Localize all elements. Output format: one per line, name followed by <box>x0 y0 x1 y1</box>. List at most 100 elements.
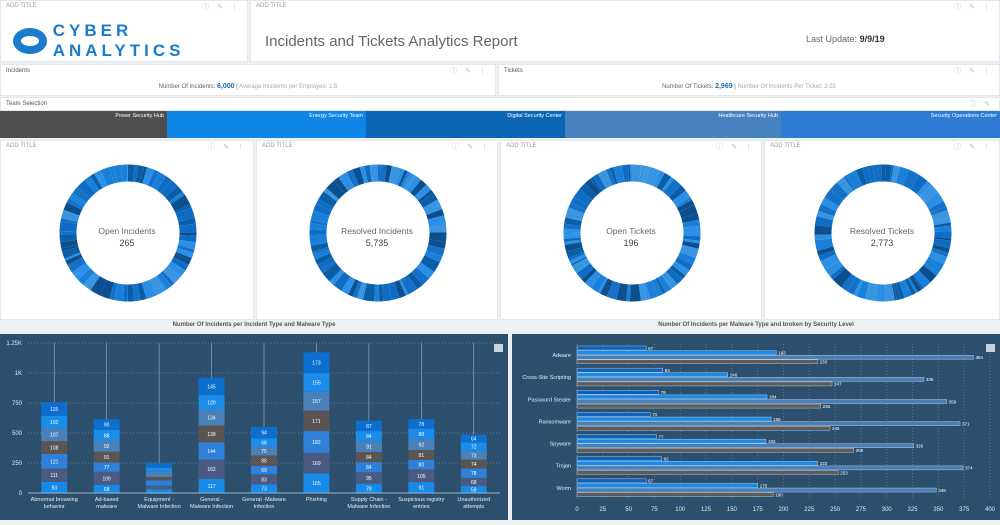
x-tick-label: 275 <box>856 507 867 513</box>
bar-segment <box>355 441 382 453</box>
panel-tools[interactable]: ⓘ ✎ ⋮ <box>452 144 491 151</box>
bar-segment <box>460 450 487 460</box>
report-title: Incidents and Tickets Analytics Report <box>265 33 518 50</box>
panel-tools[interactable]: ⓘ ✎ ⋮ <box>208 144 247 151</box>
bar <box>576 399 947 404</box>
panel-tools[interactable]: ⓘ ✎ ⋮ <box>954 144 993 151</box>
horizontal-bar-chart: 0 25 50 75 100 125 150 175 200 225 250 275 300 325 350… <box>512 334 1000 520</box>
bar-segment <box>41 454 68 469</box>
data-label: 348 <box>938 488 946 493</box>
data-label: 236 <box>823 404 831 409</box>
data-label: 326 <box>916 444 924 449</box>
team-selector: Power Security Hub Energy Security Team Di… <box>0 111 1000 138</box>
team-option[interactable]: Power Security Hub <box>0 111 167 138</box>
bar-segment <box>198 478 225 493</box>
donut-segment <box>563 164 701 302</box>
bar-segment <box>198 377 225 396</box>
data-label: 190 <box>775 492 783 497</box>
data-label: 78 <box>471 471 477 477</box>
x-tick-label: Supply Chain - <box>351 497 387 503</box>
stacked-bar-chart: 0 250 500 750 1K 1.25K 93 111 121 108 107 102 115 Abn… <box>0 334 508 520</box>
data-label: 109 <box>102 476 111 482</box>
data-label: 182 <box>312 440 321 446</box>
team-option[interactable]: Security Operations Center <box>781 111 1000 138</box>
y-tick-label: 250 <box>12 461 23 467</box>
data-label: 88 <box>419 432 425 438</box>
bar <box>576 381 833 387</box>
panel-title: ADD TITLE <box>506 143 537 149</box>
incidents-kpi: Number Of Incidents: 6,000 | Average Inc… <box>158 83 338 90</box>
bar <box>576 434 657 439</box>
panel-tools[interactable]: ⓘ ✎ ⋮ <box>202 4 241 11</box>
donut-label: Resolved Tickets <box>849 226 915 236</box>
bar-segment <box>251 474 277 485</box>
bar <box>576 487 937 493</box>
x-tick-label: Infection <box>254 504 275 510</box>
donut-segment <box>309 164 447 302</box>
bar-segment <box>93 484 120 493</box>
donut-chart <box>309 164 447 302</box>
panel-tools[interactable]: ⓘ ✎ ⋮ <box>716 144 755 151</box>
bar-segment <box>408 428 435 440</box>
menu-icon[interactable] <box>494 344 503 352</box>
bar-segment <box>93 462 120 472</box>
data-label: 88 <box>261 459 267 465</box>
data-label: 233 <box>820 360 828 365</box>
data-label: 121 <box>50 459 59 465</box>
bar-segment <box>146 463 173 468</box>
data-label: 134 <box>207 416 216 422</box>
bar-segment <box>93 471 120 485</box>
data-label: 84 <box>366 465 372 471</box>
tickets-panel: Tickets ⓘ ✎ ⋮ Number Of Tickets: 2,969 |… <box>498 64 1000 96</box>
donut-value: 265 <box>119 238 135 248</box>
bar-segment <box>408 450 435 460</box>
bar-segment <box>408 459 435 470</box>
bar <box>576 367 663 373</box>
bar-segment <box>460 486 487 493</box>
bar-segment <box>303 352 330 374</box>
bar <box>576 461 818 466</box>
donut-label: Open Tickets <box>606 226 656 236</box>
bar <box>576 403 821 409</box>
menu-icon[interactable] <box>986 344 995 352</box>
panel-title: ADD TITLE <box>262 143 293 149</box>
x-tick-label: malware <box>96 504 117 510</box>
x-tick-label: 325 <box>908 507 919 513</box>
panel-tools[interactable]: ⓘ ✎ <box>969 101 993 108</box>
bar-segment <box>93 440 120 452</box>
y-tick-label: 750 <box>12 401 23 407</box>
data-label: 233 <box>820 461 828 466</box>
logo-ring-icon <box>13 28 47 54</box>
bar-segment <box>251 484 277 493</box>
donut-segment <box>563 164 701 302</box>
data-label: 71 <box>652 412 658 417</box>
bar-segment <box>146 485 173 490</box>
panel-tools[interactable]: ⓘ ✎ ⋮ <box>954 68 993 75</box>
panel-tools[interactable]: ⓘ ✎ ⋮ <box>450 68 489 75</box>
bar <box>576 478 647 484</box>
x-tick-label: General -Malware <box>242 497 286 503</box>
panel-title: ADD TITLE <box>6 143 37 149</box>
last-update: Last Update: 9/9/19 <box>806 34 885 44</box>
data-label: 77 <box>104 465 110 471</box>
x-tick-label: Malware Infection <box>347 504 390 510</box>
bar-segment <box>198 409 225 426</box>
data-label: 80 <box>419 463 425 469</box>
data-label: 72 <box>471 445 477 451</box>
data-label: 74 <box>471 462 477 468</box>
donut-panel: ADD TITLE ⓘ ✎ ⋮ Resolved Incidents 5,735 <box>256 140 498 320</box>
team-option[interactable]: Energy Security Team <box>167 111 366 138</box>
bar-segment <box>41 402 68 416</box>
team-option[interactable]: Healthcare Security Hub <box>565 111 781 138</box>
bar-segment <box>355 431 382 442</box>
bar-segment <box>355 420 382 432</box>
data-label: 78 <box>419 422 425 428</box>
x-tick-label: Unauthorized <box>457 497 490 503</box>
donut-segment <box>59 164 197 302</box>
data-label: 247 <box>834 382 842 387</box>
y-tick-label: Cross-Site Scripting <box>522 375 571 381</box>
data-label: 92 <box>104 444 110 450</box>
bar <box>576 377 925 382</box>
panel-tools[interactable]: ⓘ ✎ ⋮ <box>954 4 993 11</box>
team-option[interactable]: Digital Security Center <box>366 111 565 138</box>
